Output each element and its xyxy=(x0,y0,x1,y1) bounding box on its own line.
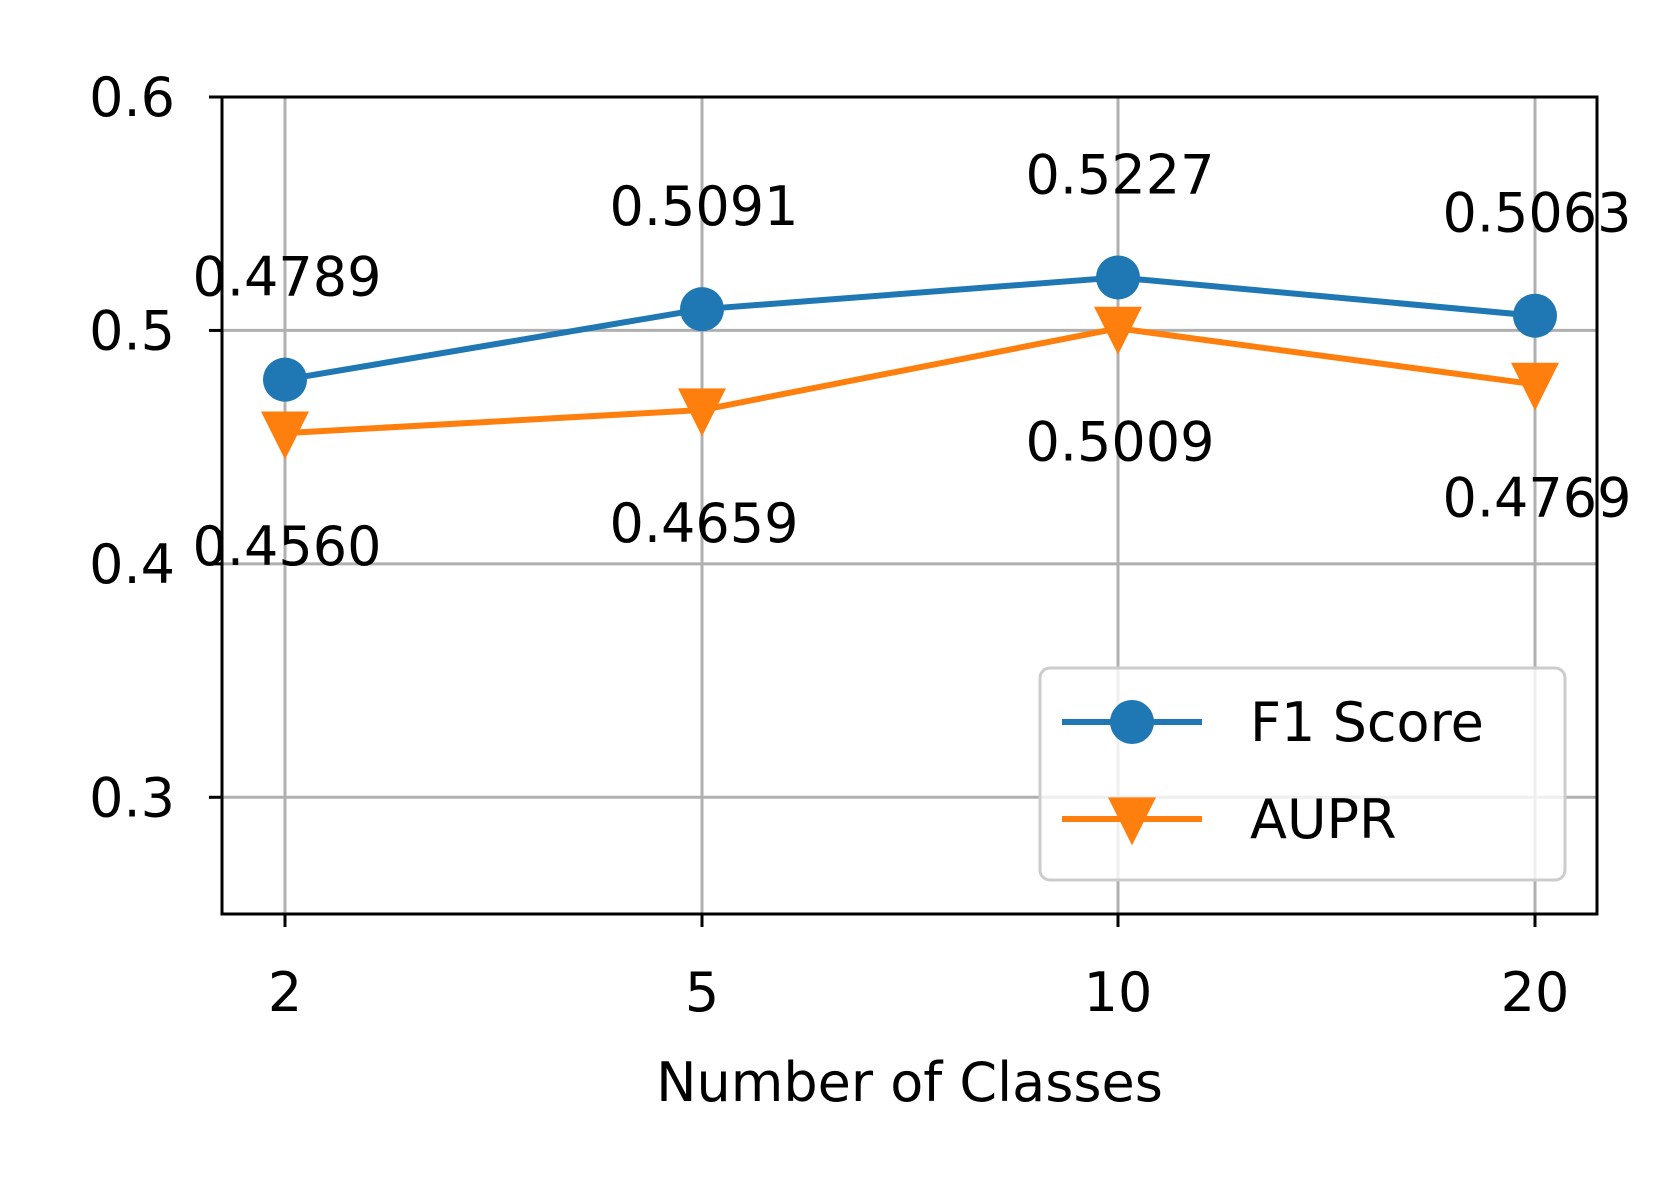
data-labels: 0.4789 0.5091 0.5227 0.5063 0.4560 0.4659 0.50… xyxy=(193,143,1632,578)
y-tick-label: 0.5 xyxy=(89,299,175,362)
data-label: 0.5091 xyxy=(610,175,799,238)
data-point xyxy=(678,388,726,437)
axis-ticks: 2 5 10 20 0.3 0.4 0.5 0.6 xyxy=(89,66,1569,1024)
data-point xyxy=(1094,306,1142,355)
data-point xyxy=(680,287,724,332)
series-aupr xyxy=(261,306,1559,460)
x-tick-label: 20 xyxy=(1501,961,1570,1024)
legend-label: F1 Score xyxy=(1250,691,1484,754)
y-tick-label: 0.3 xyxy=(89,766,175,829)
data-point xyxy=(261,411,309,460)
legend-entry: AUPR xyxy=(1062,788,1397,851)
x-tick-label: 10 xyxy=(1084,961,1153,1024)
data-point xyxy=(1513,293,1557,338)
series-line xyxy=(284,274,1536,383)
legend-entry: F1 Score xyxy=(1062,691,1484,754)
series-line xyxy=(284,325,1536,437)
data-point xyxy=(1511,362,1559,411)
series-f1-score xyxy=(263,255,1557,402)
legend-label: AUPR xyxy=(1250,788,1397,851)
data-label: 0.4560 xyxy=(193,515,382,578)
x-tick-label: 2 xyxy=(268,961,302,1024)
grid xyxy=(222,95,1597,914)
data-label: 0.4659 xyxy=(610,492,799,555)
series-layer xyxy=(261,255,1559,460)
plot-frame xyxy=(220,95,1599,916)
data-label: 0.4769 xyxy=(1443,466,1632,529)
y-tick-label: 0.6 xyxy=(89,66,175,129)
x-tick-label: 5 xyxy=(685,961,719,1024)
data-label: 0.4789 xyxy=(193,246,382,309)
legend: F1 Score AUPR xyxy=(1038,666,1567,882)
data-label: 0.5009 xyxy=(1026,410,1215,473)
legend-marker xyxy=(1108,797,1156,846)
data-label: 0.5063 xyxy=(1443,182,1632,245)
x-axis-label: Number of Classes xyxy=(656,1051,1163,1114)
data-label: 0.5227 xyxy=(1026,143,1215,206)
legend-entries: F1 Score AUPR xyxy=(1062,691,1484,851)
data-point xyxy=(1096,255,1140,300)
y-tick-label: 0.4 xyxy=(89,533,175,596)
data-point xyxy=(263,357,307,402)
legend-marker xyxy=(1110,700,1154,744)
